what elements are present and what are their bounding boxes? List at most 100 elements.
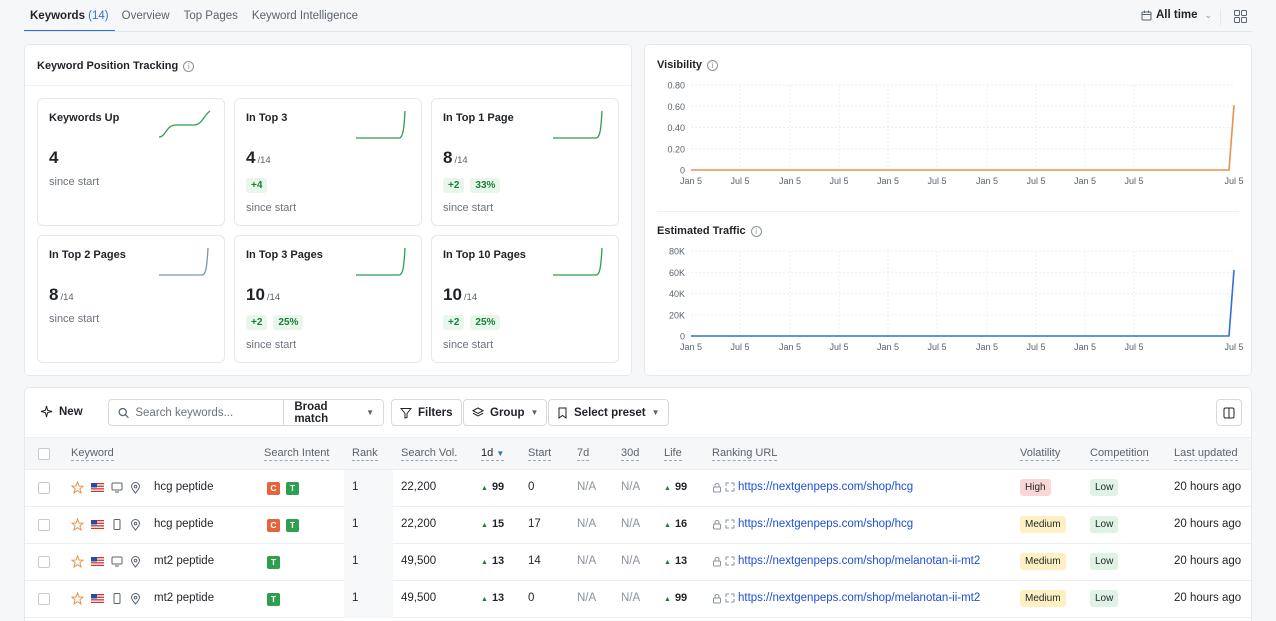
tab-keywords[interactable]: Keywords (14)	[24, 0, 115, 32]
rank-cell: 1	[352, 555, 359, 567]
intent-badge: C	[267, 519, 280, 532]
column-header-1d[interactable]: 1d ▼	[481, 447, 505, 461]
grid-view-icon[interactable]	[1234, 10, 1247, 23]
star-icon[interactable]	[71, 592, 84, 605]
star-icon[interactable]	[71, 555, 84, 568]
new-button[interactable]: New	[40, 405, 83, 418]
arrow-up-icon: ▲	[664, 522, 671, 529]
change-30d-cell: N/A	[621, 592, 641, 604]
columns-button[interactable]	[1216, 399, 1242, 426]
search-input[interactable]	[135, 406, 276, 419]
column-header-life[interactable]: Life	[664, 447, 682, 461]
competition-cell: Low	[1090, 553, 1119, 570]
match-type-label: Broad match	[294, 400, 329, 425]
column-header-search-volume[interactable]: Search Vol.	[401, 447, 458, 461]
x-tick-label: Jul 5	[730, 342, 749, 352]
keyword-text[interactable]: hcg peptide	[154, 518, 214, 530]
match-type-dropdown[interactable]: Broad match ▼	[290, 401, 374, 425]
column-header-start[interactable]: Start	[528, 447, 552, 461]
life-value: 99	[674, 481, 688, 493]
divider	[657, 211, 1239, 212]
keyword-text[interactable]: hcg peptide	[154, 481, 214, 493]
chevron-down-icon: ⌄	[1204, 9, 1213, 20]
expand-icon[interactable]	[725, 556, 735, 566]
stat-card: In Top 3 Pages 10/14 +2 25% since start	[234, 235, 422, 363]
filters-button[interactable]: Filters	[391, 399, 462, 426]
sparkline	[553, 110, 603, 139]
stat-label: In Top 3 Pages	[246, 249, 323, 261]
traffic-chart-title: Estimated Traffic i	[657, 225, 762, 237]
info-icon[interactable]: i	[750, 225, 762, 237]
rank-cell: 1	[352, 592, 359, 604]
us-flag-icon	[91, 520, 104, 529]
info-icon[interactable]: i	[183, 60, 195, 72]
search-volume-cell: 22,200	[401, 481, 437, 493]
table-row[interactable]: hcg peptide C T 1 22,200 ▲ 15 17 N/A N/A ▲ 16 https:…	[25, 507, 1251, 544]
star-icon[interactable]	[71, 481, 84, 494]
change-30d-cell: N/A	[621, 518, 641, 530]
stat-change-chips: +2 33%	[443, 178, 501, 193]
row-checkbox[interactable]	[38, 593, 50, 605]
location-pin-icon	[130, 481, 141, 494]
row-checkbox[interactable]	[38, 556, 50, 568]
stat-change-chip: 25%	[470, 315, 501, 330]
tab-keyword-intelligence[interactable]: Keyword Intelligence	[251, 10, 359, 22]
x-tick-label: Jul 5	[1224, 176, 1243, 186]
change-1d-cell: ▲ 99	[481, 481, 504, 493]
competition-cell: Low	[1090, 590, 1119, 607]
column-header-volatility[interactable]: Volatility	[1020, 447, 1061, 461]
table-row[interactable]: mt2 peptide T 1 49,500 ▲ 13 0 N/A N/A ▲ 99 https://…	[25, 581, 1251, 618]
stat-change-chips: +4	[246, 178, 268, 193]
ranking-url-link[interactable]: https://nextgenpeps.com/shop/hcg	[738, 481, 914, 493]
info-icon[interactable]: i	[707, 59, 719, 71]
tab-top-pages[interactable]: Top Pages	[183, 10, 238, 22]
keyword-icons	[71, 592, 141, 605]
filter-icon	[400, 407, 412, 419]
column-header-search-intent[interactable]: Search Intent	[264, 447, 330, 461]
expand-icon[interactable]	[725, 482, 735, 492]
competition-cell: Low	[1090, 516, 1119, 533]
column-header-30d[interactable]: 30d	[621, 447, 640, 461]
divider	[25, 85, 631, 86]
select-preset-button[interactable]: Select preset ▼	[548, 399, 669, 426]
change-1d-value: 99	[491, 481, 505, 493]
keyword-text[interactable]: mt2 peptide	[154, 592, 215, 604]
star-icon[interactable]	[71, 518, 84, 531]
intent-badge: T	[267, 556, 280, 569]
y-tick-label: 40K	[669, 289, 685, 299]
ranking-url-link[interactable]: https://nextgenpeps.com/shop/melanotan-i…	[738, 555, 981, 567]
stat-value-number: 4	[49, 148, 59, 167]
ranking-url-link[interactable]: https://nextgenpeps.com/shop/hcg	[738, 518, 914, 530]
table-header: Keyword Search Intent Rank Search Vol. 1…	[25, 437, 1251, 470]
ranking-url-link[interactable]: https://nextgenpeps.com/shop/melanotan-i…	[738, 592, 981, 604]
stat-label: In Top 3	[246, 112, 288, 124]
keyword-text[interactable]: mt2 peptide	[154, 555, 215, 567]
x-tick-label: Jul 5	[1026, 342, 1045, 352]
change-7d-cell: N/A	[577, 592, 597, 604]
column-header-last-updated[interactable]: Last updated	[1174, 447, 1238, 461]
group-button[interactable]: Group ▼	[463, 399, 548, 426]
expand-icon[interactable]	[725, 519, 735, 529]
change-1d-value: 15	[491, 518, 505, 530]
column-header-rank[interactable]: Rank	[352, 447, 378, 461]
column-header-keyword[interactable]: Keyword	[71, 447, 114, 461]
column-header-7d[interactable]: 7d	[577, 447, 590, 461]
keywords-table-card: New Broad match ▼ Filters Group ▼ Select…	[24, 387, 1252, 621]
table-row[interactable]: mt2 peptide T 1 49,500 ▲ 13 14 N/A N/A ▲ 13 https:/…	[25, 544, 1251, 581]
stat-change-chip: +2	[246, 315, 268, 330]
volatility-badge: High	[1020, 479, 1051, 496]
volatility-cell: Medium	[1020, 516, 1066, 533]
column-header-ranking-url[interactable]: Ranking URL	[712, 447, 778, 461]
tab-overview[interactable]: Overview	[121, 10, 170, 22]
stat-value-number: 8	[49, 285, 59, 304]
life-cell: ▲ 99	[664, 592, 687, 604]
table-row[interactable]: hcg peptide C T 1 22,200 ▲ 99 0 N/A N/A ▲ 99 https:/…	[25, 470, 1251, 507]
date-range-dropdown[interactable]: All time ⌄	[1141, 9, 1212, 21]
column-header-competition[interactable]: Competition	[1090, 447, 1149, 461]
select-all-checkbox[interactable]	[38, 448, 50, 460]
sparkle-icon	[40, 405, 53, 418]
row-checkbox[interactable]	[38, 519, 50, 531]
expand-icon[interactable]	[725, 593, 735, 603]
row-checkbox[interactable]	[38, 482, 50, 494]
location-pin-icon	[130, 592, 141, 605]
